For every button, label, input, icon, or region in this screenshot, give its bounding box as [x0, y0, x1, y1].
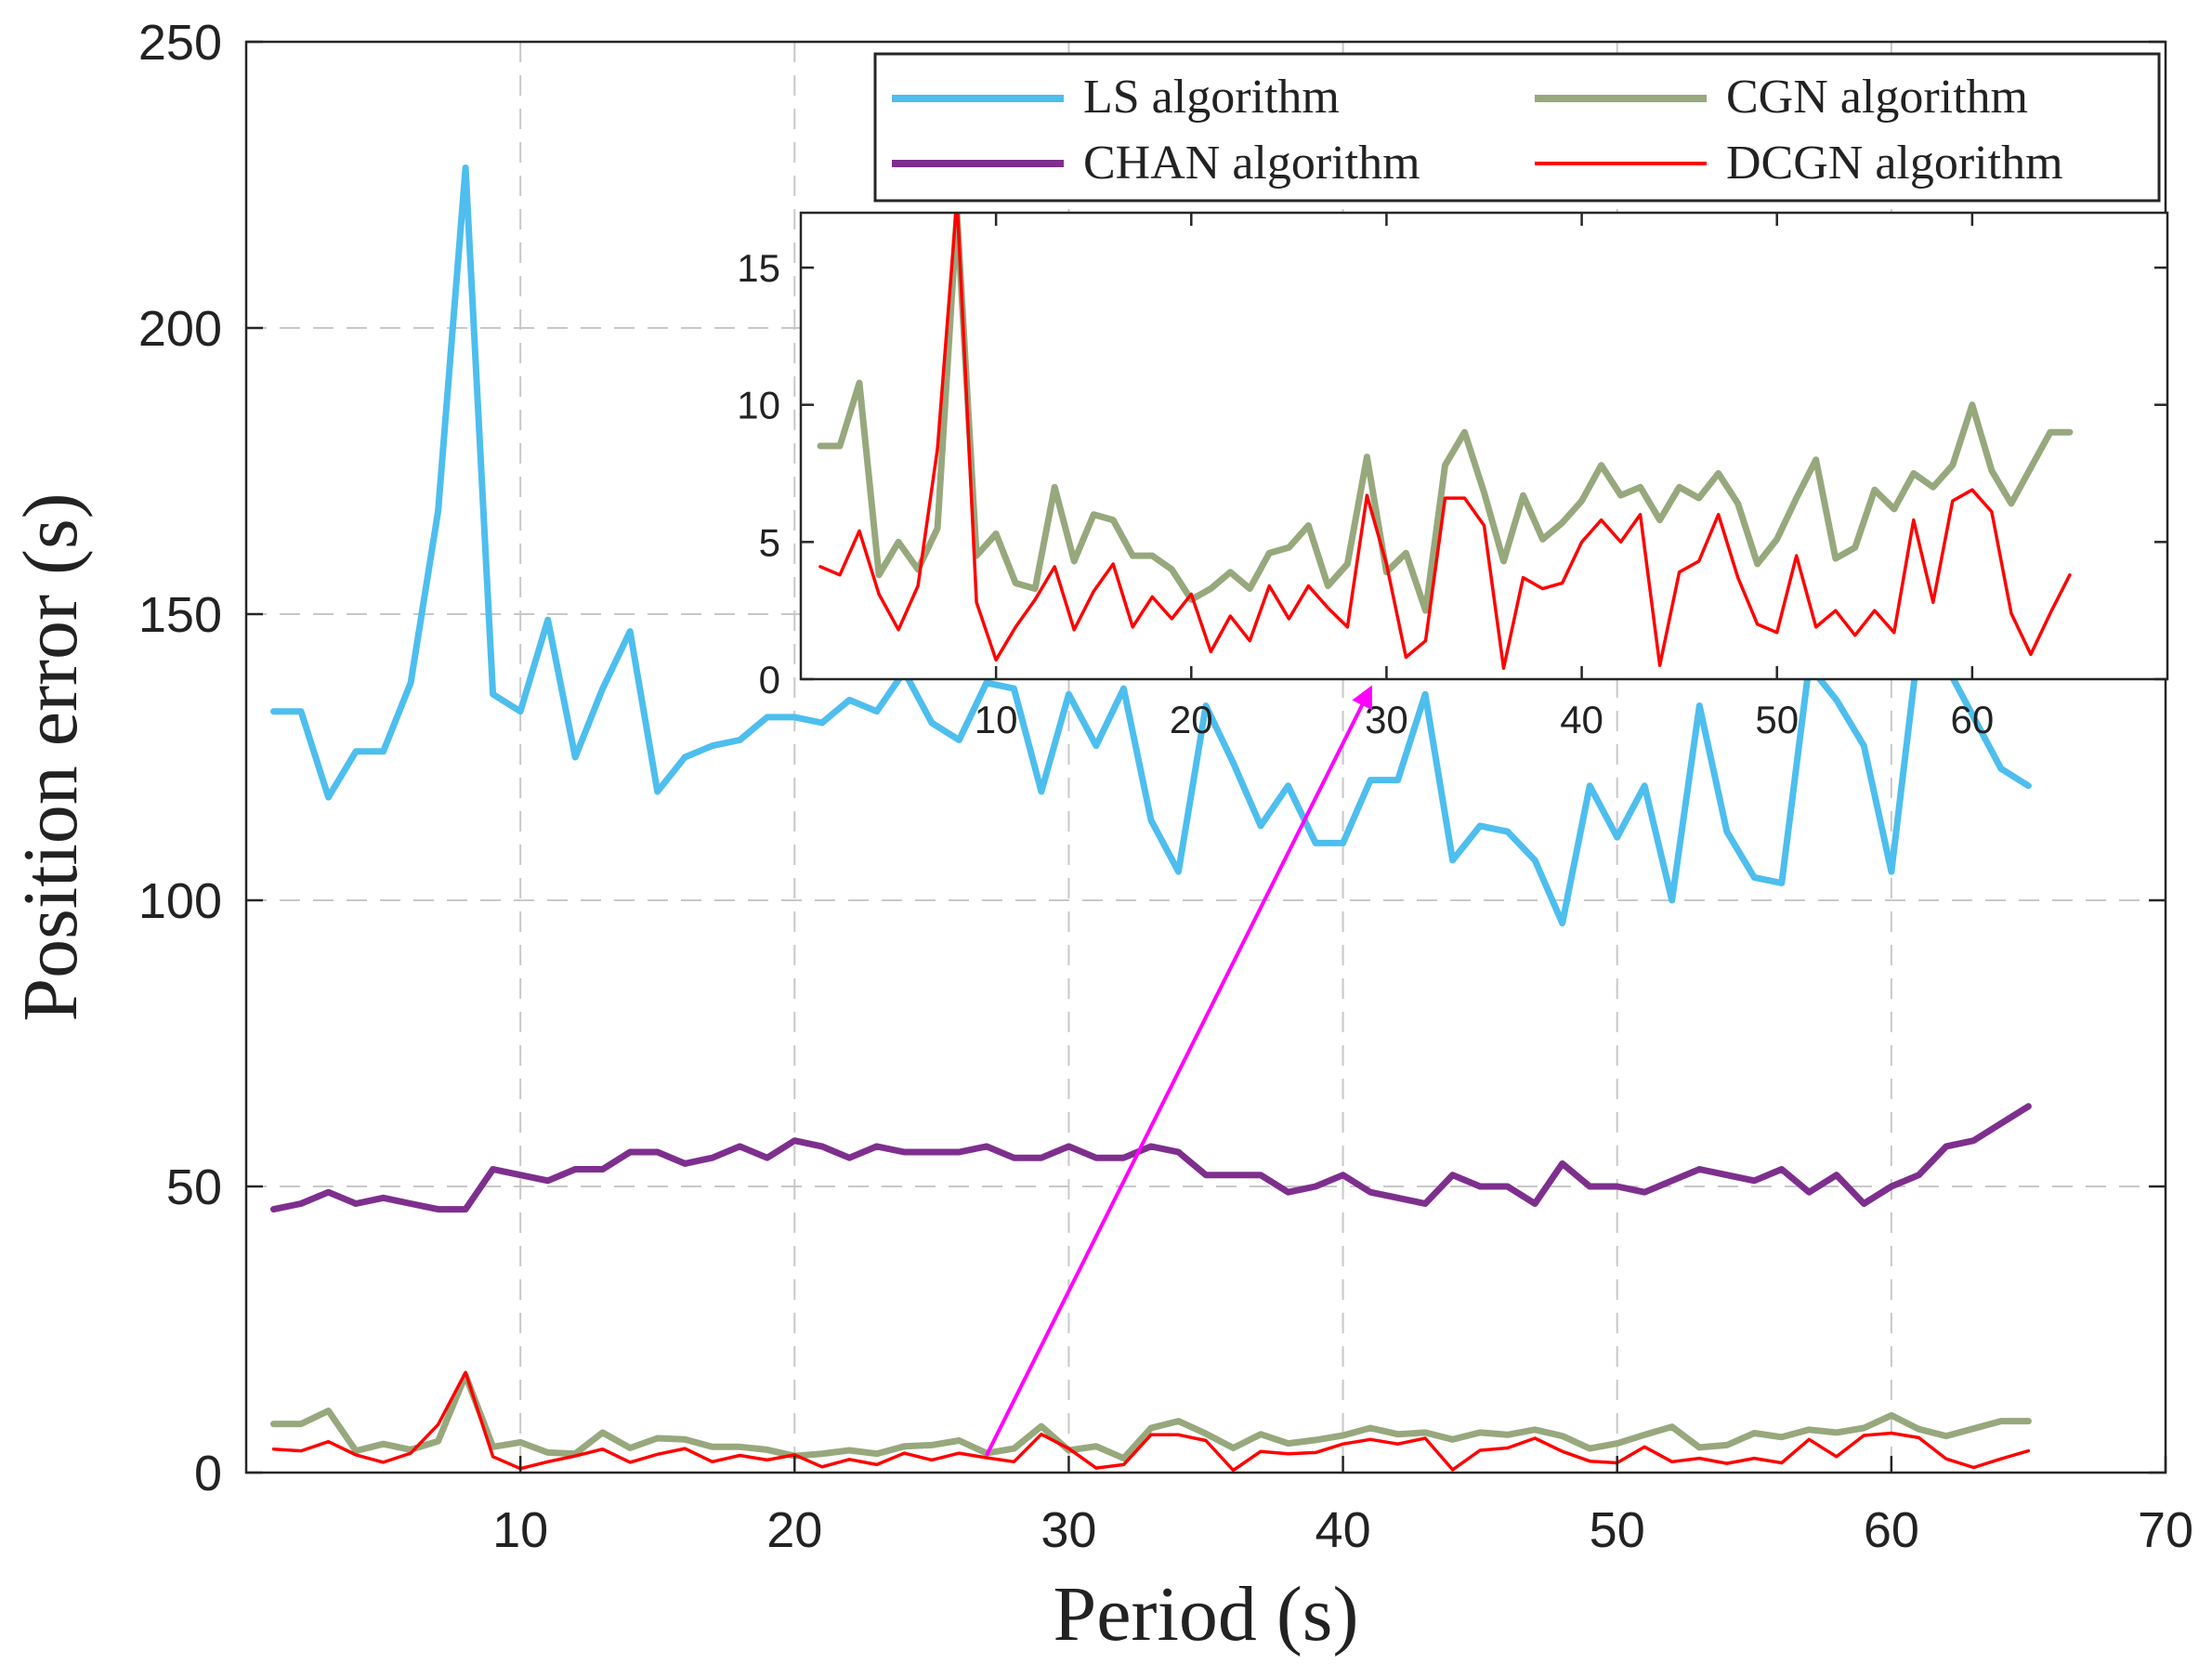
inset-frame	[799, 211, 2169, 681]
inset-y-tick-label: 10	[737, 384, 780, 427]
inset-x-tick-label: 50	[1755, 698, 1799, 741]
series-line-chan	[270, 1103, 2032, 1213]
zoom-arrow	[985, 685, 1372, 1457]
inset-x-tick-label: 30	[1365, 698, 1408, 741]
x-tick-label: 20	[766, 1502, 822, 1558]
inset-plot-area	[801, 213, 2167, 679]
main-series-group	[270, 164, 2032, 1473]
inset-tick-labels: 10 20 30 40 50 60 0 5 10 15	[737, 246, 1994, 741]
legend: LS algorithm CGN algorithm CHAN algorith…	[873, 52, 2161, 203]
y-tick-label: 0	[194, 1446, 222, 1501]
x-axis-label: Period (s)	[1054, 1571, 1359, 1657]
legend-label-cgn: CGN algorithm	[1726, 71, 2028, 124]
legend-label-dcgn: DCGN algorithm	[1726, 137, 2063, 190]
x-tick-label: 50	[1590, 1502, 1645, 1558]
series-line-dcgn	[271, 1370, 2031, 1473]
inset-x-tick-label: 10	[975, 698, 1018, 741]
x-tick-label: 10	[492, 1502, 548, 1558]
y-tick-label: 200	[138, 301, 222, 357]
x-tick-label: 60	[1864, 1502, 1919, 1558]
series-line-ls	[270, 164, 2032, 927]
y-tick-label: 250	[138, 15, 222, 71]
inset-x-tick-label: 60	[1950, 698, 1994, 741]
inset-ticks	[801, 213, 2167, 681]
y-axis-label: Position error (s)	[7, 492, 94, 1021]
inset-series-line-cgn	[817, 213, 2074, 614]
x-tick-label: 40	[1315, 1502, 1371, 1558]
inset-y-tick-label: 5	[759, 520, 780, 564]
legend-label-ls: LS algorithm	[1083, 71, 1340, 124]
plot-frame	[244, 40, 2167, 1474]
x-tick-label: 70	[2138, 1502, 2193, 1558]
y-tick-label: 100	[138, 873, 222, 929]
inset-y-tick-label: 15	[737, 246, 780, 290]
legend-box	[873, 52, 2161, 203]
inset-series-group	[817, 213, 2074, 670]
inset-x-tick-label: 20	[1170, 698, 1213, 741]
y-tick-label: 150	[138, 587, 222, 643]
series-line-cgn	[270, 1371, 2032, 1462]
legend-label-chan: CHAN algorithm	[1083, 137, 1420, 190]
inset-x-tick-label: 40	[1560, 698, 1603, 741]
x-tick-label: 30	[1041, 1502, 1096, 1558]
inset-series-line-dcgn	[818, 213, 2072, 670]
y-tick-label: 50	[166, 1159, 222, 1215]
inset-y-tick-label: 0	[759, 658, 780, 701]
